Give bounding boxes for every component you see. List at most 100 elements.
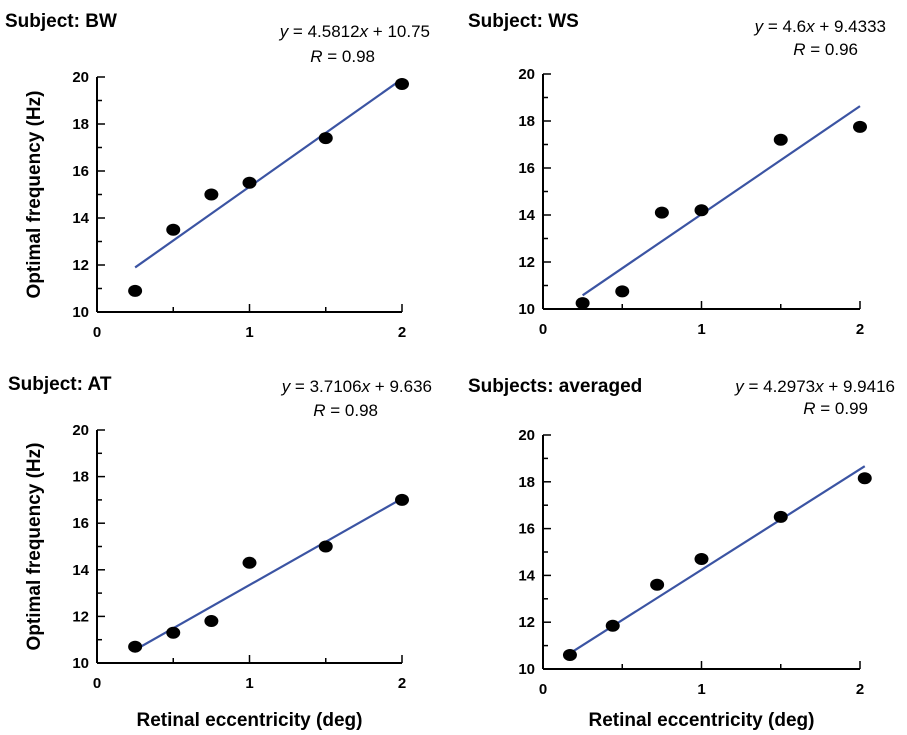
data-point (204, 188, 219, 201)
y-tick-label: 16 (72, 163, 89, 180)
correlation-r: R = 0.99 (803, 399, 868, 418)
y-tick-label: 12 (518, 614, 535, 631)
equation-variable: y (754, 17, 765, 36)
x-tick-label: 2 (398, 324, 406, 341)
data-point (773, 510, 788, 523)
regression-line (134, 497, 403, 651)
chart-title: Subject: AT (8, 374, 112, 395)
regression-equation: y = 4.5812x + 10.75 (279, 22, 430, 41)
y-tick-label: 16 (518, 160, 535, 177)
r-operator: = (816, 399, 835, 418)
x-tick-label: 0 (539, 681, 547, 698)
equation-operator: + (370, 377, 389, 396)
r-label: R (313, 401, 325, 420)
r-operator: = (323, 47, 342, 66)
data-point (615, 285, 630, 298)
y-tick-label: 20 (72, 422, 89, 439)
r-value: 0.98 (342, 47, 375, 66)
x-tick-label: 2 (398, 675, 406, 692)
equation-operator: = (744, 377, 763, 396)
data-point (242, 176, 257, 189)
correlation-r: R = 0.96 (793, 40, 858, 59)
r-value: 0.98 (345, 401, 378, 420)
data-point (853, 120, 867, 133)
chart-panel-3: Subject: AT y = 3.7106x + 9.636 R = 0.98 10… (8, 374, 432, 731)
equation-operator: + (824, 377, 843, 396)
data-point (562, 648, 577, 661)
data-point (395, 493, 409, 506)
y-tick-label: 18 (72, 116, 89, 133)
x-tick-label: 1 (697, 321, 705, 338)
equation-variable: y (734, 377, 745, 396)
data-point (654, 206, 669, 219)
equation-variable: y (281, 377, 292, 396)
data-point (694, 204, 709, 217)
data-point (318, 132, 333, 145)
y-tick-label: 18 (518, 474, 535, 491)
data-point (204, 615, 219, 628)
equation-variable: x (359, 22, 369, 41)
equation-slope: 3.7106 (310, 377, 362, 396)
equation-slope: 4.5812 (308, 22, 360, 41)
y-tick-label: 10 (72, 655, 89, 672)
x-tick-label: 2 (856, 321, 864, 338)
y-tick-label: 20 (72, 69, 89, 86)
data-point (128, 640, 143, 653)
y-axis-label: Optimal frequency (Hz) (24, 443, 45, 651)
data-point (395, 78, 409, 91)
r-label: R (803, 399, 815, 418)
equation-operator: + (368, 22, 387, 41)
y-tick-label: 12 (72, 257, 89, 274)
regression-line (134, 78, 403, 269)
y-tick-label: 20 (518, 427, 535, 444)
y-tick-label: 10 (518, 301, 535, 318)
x-tick-label: 0 (539, 321, 547, 338)
data-point (128, 284, 143, 297)
correlation-r: R = 0.98 (313, 401, 378, 420)
equation-operator: = (763, 17, 782, 36)
equation-operator: = (290, 377, 309, 396)
x-axis-label: Retinal eccentricity (deg) (137, 710, 363, 731)
x-tick-label: 0 (93, 324, 101, 341)
data-point (650, 578, 665, 591)
regression-equation: y = 3.7106x + 9.636 (281, 377, 432, 396)
equation-operator: = (288, 22, 307, 41)
data-point (773, 133, 788, 146)
y-tick-label: 20 (518, 66, 535, 83)
r-value: 0.99 (835, 399, 868, 418)
y-tick-label: 14 (72, 210, 89, 227)
x-tick-label: 1 (245, 324, 253, 341)
data-point (857, 472, 872, 485)
equation-intercept: 9.9416 (843, 377, 895, 396)
chart-title: Subjects: averaged (468, 376, 642, 397)
y-tick-label: 18 (72, 469, 89, 486)
r-label: R (793, 40, 805, 59)
y-tick-label: 14 (518, 207, 535, 224)
equation-slope: 4.6 (782, 17, 806, 36)
regression-equation: y = 4.2973x + 9.9416 (734, 377, 895, 396)
y-tick-label: 10 (72, 304, 89, 321)
data-point (318, 540, 333, 553)
chart-panel-4: Subjects: averaged y = 4.2973x + 9.9416 R … (468, 376, 895, 731)
x-tick-label: 1 (697, 681, 705, 698)
x-tick-label: 2 (856, 681, 864, 698)
equation-slope: 4.2973 (763, 377, 815, 396)
data-point (166, 223, 181, 236)
correlation-r: R = 0.98 (310, 47, 375, 66)
equation-variable: x (805, 17, 815, 36)
r-operator: = (806, 40, 825, 59)
equation-intercept: 10.75 (387, 22, 430, 41)
y-tick-label: 14 (72, 562, 89, 579)
chart-panel-1: Subject: BW y = 4.5812x + 10.75R = 0.9810… (5, 11, 430, 341)
regression-line (582, 105, 861, 297)
x-axis-label: Retinal eccentricity (deg) (589, 710, 815, 731)
y-tick-label: 10 (518, 661, 535, 678)
chart-title: Subject: WS (468, 11, 579, 32)
equation-variable: x (361, 377, 371, 396)
y-tick-label: 16 (72, 515, 89, 532)
y-tick-label: 12 (72, 608, 89, 625)
data-point (694, 553, 709, 566)
y-axis-label: Optimal frequency (Hz) (24, 91, 45, 299)
r-label: R (310, 47, 322, 66)
